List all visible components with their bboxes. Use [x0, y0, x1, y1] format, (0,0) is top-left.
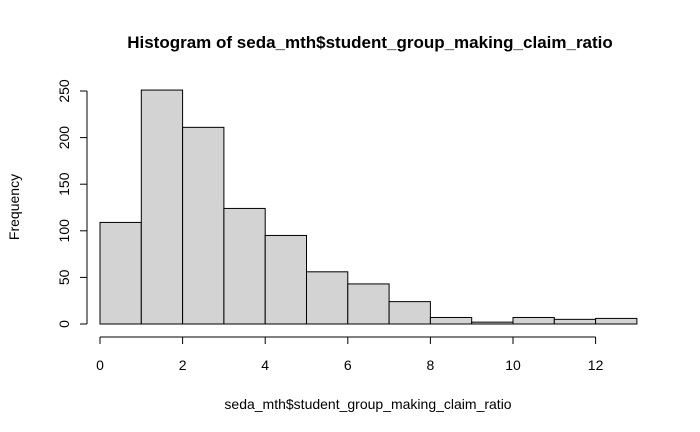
- y-tick-label-250: 250: [56, 79, 72, 103]
- x-tick-label-6: 6: [344, 357, 352, 373]
- chart-title: Histogram of seda_mth$student_group_maki…: [127, 33, 613, 52]
- y-tick-label-100: 100: [56, 219, 72, 243]
- x-tick-label-2: 2: [179, 357, 187, 373]
- x-axis: 0 2 4 6 8 10 12: [96, 336, 604, 373]
- histogram-bar-5: [306, 271, 349, 325]
- x-axis-label: seda_mth$student_group_making_claim_rati…: [224, 396, 511, 412]
- y-axis-label: Frequency: [6, 174, 22, 240]
- histogram-bar-10: [512, 316, 555, 325]
- histogram-bar-3: [223, 207, 266, 325]
- histogram-bar-7: [388, 301, 431, 325]
- histogram-bar-6: [347, 283, 390, 325]
- histogram-bar-4: [264, 234, 308, 325]
- histogram-bar-11: [553, 318, 597, 325]
- x-tick-label-12: 12: [588, 357, 604, 373]
- x-tick-label-4: 4: [261, 357, 269, 373]
- bars-group: [99, 89, 638, 325]
- histogram-bar-1: [140, 89, 184, 325]
- x-tick-label-8: 8: [427, 357, 435, 373]
- histogram-bar-9: [471, 321, 514, 325]
- y-tick-label-200: 200: [56, 126, 72, 150]
- y-tick-label-50: 50: [56, 269, 72, 285]
- histogram-bar-0: [99, 221, 142, 325]
- x-tick-label-0: 0: [96, 357, 104, 373]
- histogram-bar-12: [595, 317, 638, 325]
- histogram-bar-2: [182, 126, 225, 325]
- histogram-bar-8: [429, 316, 473, 325]
- y-tick-label-150: 150: [56, 172, 72, 196]
- x-tick-label-10: 10: [505, 357, 521, 373]
- y-axis: 0 50 100 150 200 250: [56, 79, 88, 328]
- y-tick-label-0: 0: [56, 320, 72, 328]
